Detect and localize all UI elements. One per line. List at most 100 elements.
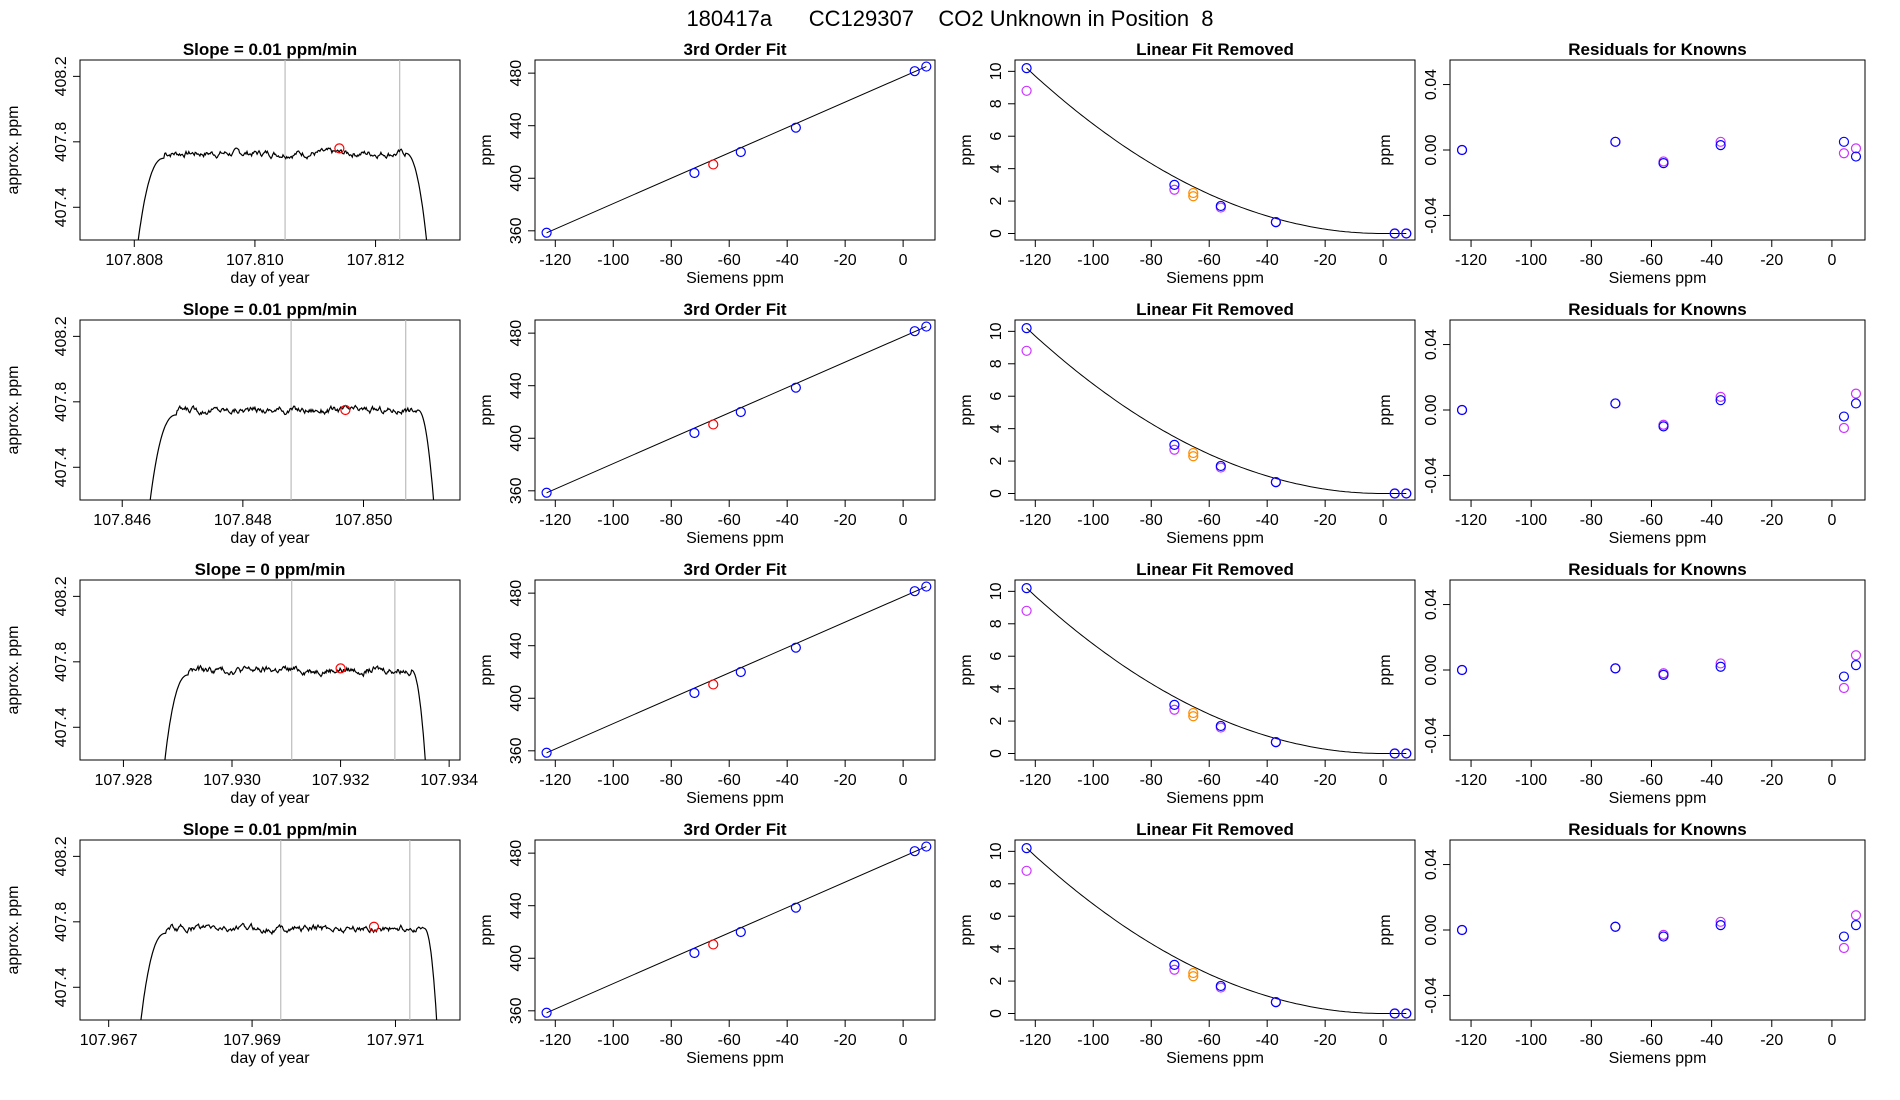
x-axis-label: Siemens ppm	[1609, 1050, 1707, 1067]
known-standard-point	[909, 846, 920, 857]
known-standard-point	[735, 666, 746, 678]
residual-point-magenta	[1850, 910, 1862, 921]
plot-frame	[534, 59, 936, 241]
x-axis-label: Siemens ppm	[686, 530, 784, 547]
x-tick-label: -40	[1256, 512, 1279, 529]
unknown-point	[1188, 967, 1199, 979]
x-tick-label: -60	[1640, 1032, 1663, 1049]
residual-point-magenta	[1715, 916, 1726, 927]
x-tick-label: 107.967	[80, 1032, 138, 1049]
residual-point-blue	[1850, 659, 1862, 671]
residual-point-blue	[1715, 395, 1726, 406]
y-tick-label: 407.8	[53, 382, 70, 422]
x-tick-label: -80	[660, 772, 683, 789]
y-tick-label: 4	[988, 424, 1005, 433]
known-standard-point	[921, 841, 932, 852]
y-tick-label: 407.4	[53, 187, 70, 227]
known-point-magenta	[1169, 704, 1180, 715]
unknown-point	[1188, 447, 1199, 459]
x-tick-label: 0	[1827, 512, 1836, 529]
known-standard-point	[790, 122, 801, 133]
panel-residuals-row-1: Residuals for Knowns -120 -100 -80 -60 -40 -20…	[1377, 300, 1866, 547]
plot-frame	[534, 839, 936, 1021]
y-tick-label: 4	[988, 164, 1005, 173]
x-tick-label: 0	[899, 772, 908, 789]
known-point-blue	[1401, 488, 1412, 499]
x-axis-label: Siemens ppm	[1166, 1050, 1264, 1067]
x-tick-label: 107.930	[203, 772, 261, 789]
y-axis-label: approx. ppm	[5, 106, 22, 195]
y-tick-label: 400	[508, 165, 525, 192]
x-axis-label: Siemens ppm	[1609, 270, 1707, 287]
x-axis: 107.967 107.969 107.971 day of year	[80, 1020, 425, 1067]
x-axis: -120 -100 -80 -60 -40 -20 0 Siemens ppm	[539, 760, 908, 807]
plot-frame	[534, 579, 936, 761]
x-tick-label: -20	[834, 252, 857, 269]
y-tick-label: 0.04	[1423, 69, 1440, 100]
panel-cubic-row-1: 3rd Order Fit -120 -100 -80 -60 -40 -20 0 Siemen…	[478, 300, 936, 547]
plot-frame	[1014, 579, 1416, 761]
x-tick-label: -60	[1198, 512, 1221, 529]
y-axis: -0.04 0.00 0.04 ppm	[1377, 329, 1450, 494]
x-tick-label: 107.812	[347, 252, 405, 269]
known-standard-point	[909, 326, 920, 337]
y-tick-label: 360	[508, 477, 525, 504]
residual-point-blue	[1610, 398, 1621, 409]
x-tick-label: 0	[1379, 512, 1388, 529]
plot-frame	[1449, 59, 1866, 241]
plot-area	[149, 320, 435, 500]
known-point-blue	[1389, 488, 1400, 499]
x-tick-label: 107.971	[367, 1032, 425, 1049]
unknown-average-point	[368, 921, 380, 932]
plot-frame	[79, 839, 461, 1021]
x-tick-label: -100	[597, 1032, 629, 1049]
known-point-blue	[1215, 720, 1226, 732]
plot-frame	[1014, 839, 1416, 1021]
x-tick-label: -100	[597, 772, 629, 789]
concentration-trace	[149, 404, 435, 500]
x-tick-label: 107.808	[105, 252, 163, 269]
y-axis-label: ppm	[958, 914, 975, 945]
known-standard-point	[541, 1007, 552, 1018]
y-tick-label: 440	[508, 372, 525, 399]
y-tick-label: 400	[508, 685, 525, 712]
panel-title: Linear Fit Removed	[1136, 820, 1294, 839]
known-point-magenta	[1021, 85, 1032, 96]
y-tick-label: 480	[508, 60, 525, 87]
y-tick-label: 407.4	[53, 967, 70, 1007]
y-tick-label: 0.00	[1423, 134, 1440, 165]
known-standard-point	[541, 227, 552, 238]
known-point-blue	[1389, 228, 1400, 239]
x-tick-label: -100	[597, 512, 629, 529]
y-tick-label: 0	[988, 1009, 1005, 1018]
x-tick-label: -100	[1515, 1032, 1547, 1049]
x-tick-label: -40	[1256, 772, 1279, 789]
residual-point-blue	[1456, 664, 1468, 676]
y-tick-label: 2	[988, 977, 1005, 986]
y-axis-label: ppm	[1377, 914, 1394, 945]
known-point-blue	[1401, 748, 1412, 759]
y-axis: 407.4 407.8 408.2 approx. ppm	[5, 836, 80, 1007]
x-tick-label: -120	[1455, 1032, 1487, 1049]
panel-cubic-row-2: 3rd Order Fit -120 -100 -80 -60 -40 -20 0 Siemen…	[478, 560, 936, 807]
y-axis-label: ppm	[958, 394, 975, 425]
residual-point-blue	[1838, 411, 1850, 422]
x-tick-label: 107.810	[226, 252, 284, 269]
known-standard-point	[921, 581, 932, 592]
y-tick-label: 10	[988, 582, 1005, 600]
x-tick-label: 107.928	[95, 772, 153, 789]
y-axis-label: ppm	[478, 394, 495, 425]
y-tick-label: 408.2	[53, 56, 70, 96]
plot-frame	[79, 59, 461, 241]
panel-title: 3rd Order Fit	[684, 300, 787, 319]
y-tick-label: 360	[508, 737, 525, 764]
x-tick-label: -120	[539, 772, 571, 789]
plot-area	[541, 61, 932, 238]
residual-point-magenta	[1838, 148, 1850, 159]
unknown-point	[1188, 191, 1199, 202]
x-axis-label: Siemens ppm	[686, 1050, 784, 1067]
plot-frame	[534, 319, 936, 501]
y-axis-label: ppm	[1377, 654, 1394, 685]
